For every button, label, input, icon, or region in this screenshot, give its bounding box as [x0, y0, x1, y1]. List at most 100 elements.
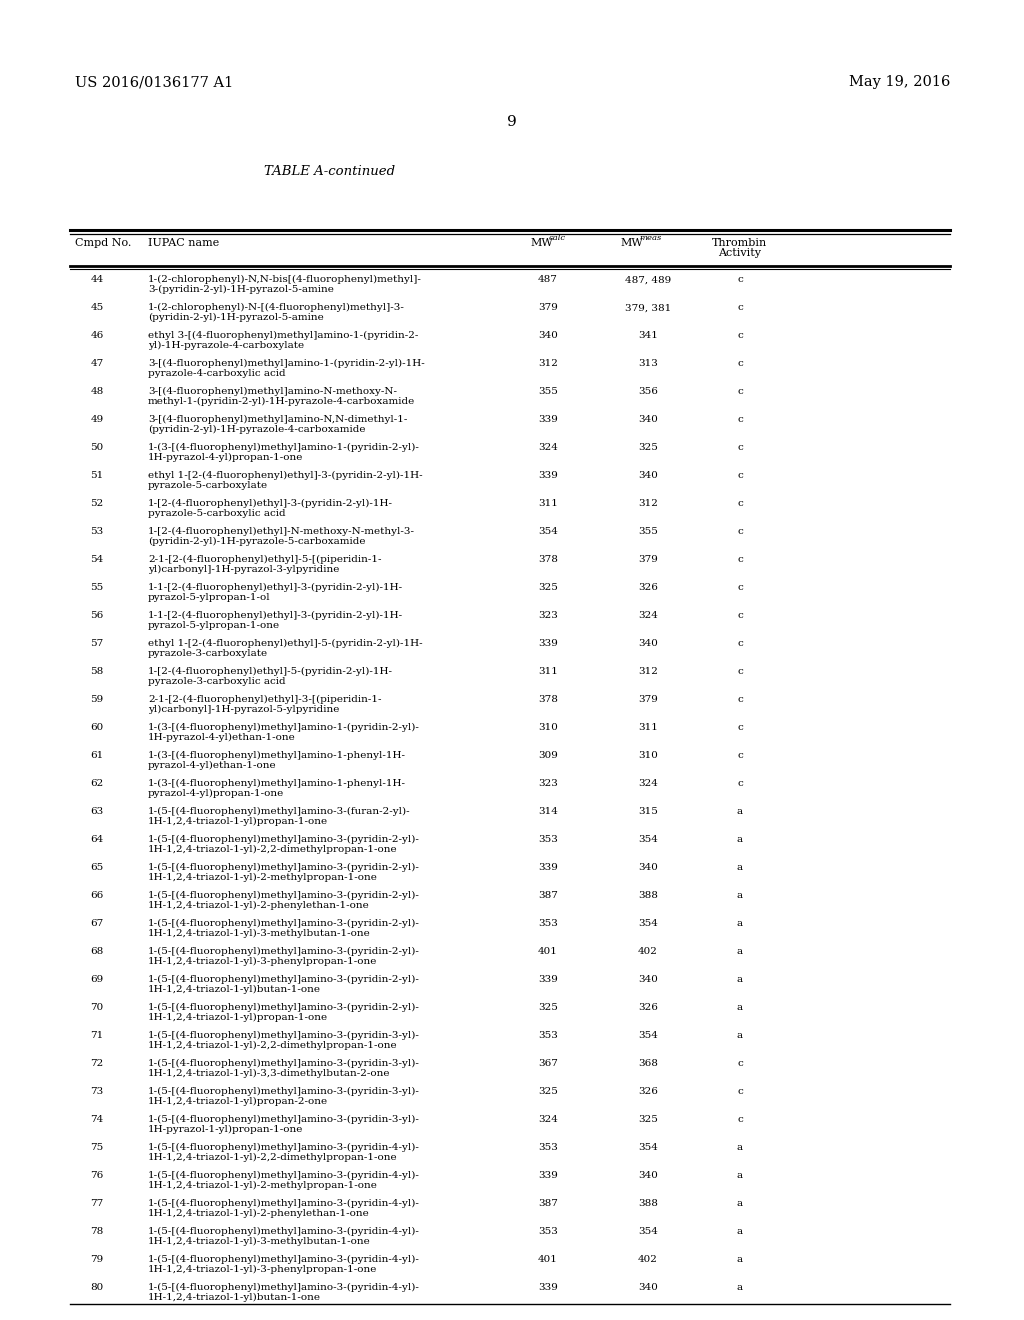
Text: 354: 354: [538, 527, 558, 536]
Text: 340: 340: [538, 331, 558, 341]
Text: 1H-1,2,4-triazol-1-yl)-2-phenylethan-1-one: 1H-1,2,4-triazol-1-yl)-2-phenylethan-1-o…: [148, 902, 370, 909]
Text: 1-(5-[(4-fluorophenyl)methyl]amino-3-(pyridin-4-yl)-: 1-(5-[(4-fluorophenyl)methyl]amino-3-(py…: [148, 1226, 420, 1236]
Text: 1-(5-[(4-fluorophenyl)methyl]amino-3-(pyridin-2-yl)-: 1-(5-[(4-fluorophenyl)methyl]amino-3-(py…: [148, 946, 420, 956]
Text: 45: 45: [90, 304, 103, 313]
Text: 387: 387: [538, 1200, 558, 1208]
Text: c: c: [737, 611, 742, 620]
Text: 1-[2-(4-fluorophenyl)ethyl]-5-(pyridin-2-yl)-1H-: 1-[2-(4-fluorophenyl)ethyl]-5-(pyridin-2…: [148, 667, 393, 676]
Text: 1H-1,2,4-triazol-1-yl)-3,3-dimethylbutan-2-one: 1H-1,2,4-triazol-1-yl)-3,3-dimethylbutan…: [148, 1069, 390, 1078]
Text: pyrazole-3-carboxylate: pyrazole-3-carboxylate: [148, 649, 268, 657]
Text: 353: 353: [538, 836, 558, 845]
Text: 323: 323: [538, 779, 558, 788]
Text: methyl-1-(pyridin-2-yl)-1H-pyrazole-4-carboxamide: methyl-1-(pyridin-2-yl)-1H-pyrazole-4-ca…: [148, 397, 416, 407]
Text: 44: 44: [90, 276, 103, 284]
Text: 46: 46: [90, 331, 103, 341]
Text: 1-(5-[(4-fluorophenyl)methyl]amino-3-(pyridin-3-yl)-: 1-(5-[(4-fluorophenyl)methyl]amino-3-(py…: [148, 1031, 420, 1040]
Text: 1-1-[2-(4-fluorophenyl)ethyl]-3-(pyridin-2-yl)-1H-: 1-1-[2-(4-fluorophenyl)ethyl]-3-(pyridin…: [148, 582, 403, 591]
Text: c: c: [737, 1088, 742, 1096]
Text: 311: 311: [538, 667, 558, 676]
Text: 47: 47: [90, 359, 103, 368]
Text: 80: 80: [90, 1283, 103, 1292]
Text: a: a: [737, 1228, 743, 1237]
Text: 379: 379: [538, 304, 558, 313]
Text: 1H-1,2,4-triazol-1-yl)-2,2-dimethylpropan-1-one: 1H-1,2,4-triazol-1-yl)-2,2-dimethylpropa…: [148, 1152, 397, 1162]
Text: 354: 354: [638, 1143, 658, 1152]
Text: 1H-1,2,4-triazol-1-yl)-3-phenylpropan-1-one: 1H-1,2,4-triazol-1-yl)-3-phenylpropan-1-…: [148, 957, 378, 966]
Text: 339: 339: [538, 863, 558, 873]
Text: 314: 314: [538, 808, 558, 816]
Text: a: a: [737, 891, 743, 900]
Text: 1H-1,2,4-triazol-1-yl)propan-1-one: 1H-1,2,4-triazol-1-yl)propan-1-one: [148, 817, 328, 826]
Text: a: a: [737, 1283, 743, 1292]
Text: 401: 401: [538, 948, 558, 956]
Text: 1-(5-[(4-fluorophenyl)methyl]amino-3-(pyridin-4-yl)-: 1-(5-[(4-fluorophenyl)methyl]amino-3-(py…: [148, 1254, 420, 1263]
Text: c: c: [737, 387, 742, 396]
Text: a: a: [737, 836, 743, 845]
Text: 50: 50: [90, 444, 103, 453]
Text: 9: 9: [507, 115, 517, 129]
Text: 75: 75: [90, 1143, 103, 1152]
Text: 378: 378: [538, 696, 558, 705]
Text: 3-(pyridin-2-yl)-1H-pyrazol-5-amine: 3-(pyridin-2-yl)-1H-pyrazol-5-amine: [148, 285, 334, 294]
Text: 1-[2-(4-fluorophenyl)ethyl]-3-(pyridin-2-yl)-1H-: 1-[2-(4-fluorophenyl)ethyl]-3-(pyridin-2…: [148, 499, 393, 508]
Text: 61: 61: [90, 751, 103, 760]
Text: 340: 340: [638, 471, 658, 480]
Text: 339: 339: [538, 639, 558, 648]
Text: 1-(3-[(4-fluorophenyl)methyl]amino-1-phenyl-1H-: 1-(3-[(4-fluorophenyl)methyl]amino-1-phe…: [148, 751, 406, 759]
Text: 71: 71: [90, 1031, 103, 1040]
Text: calc: calc: [549, 234, 566, 242]
Text: 353: 353: [538, 1031, 558, 1040]
Text: ethyl 1-[2-(4-fluorophenyl)ethyl]-3-(pyridin-2-yl)-1H-: ethyl 1-[2-(4-fluorophenyl)ethyl]-3-(pyr…: [148, 470, 423, 479]
Text: pyrazol-5-ylpropan-1-ol: pyrazol-5-ylpropan-1-ol: [148, 593, 270, 602]
Text: 326: 326: [638, 1088, 658, 1096]
Text: 62: 62: [90, 779, 103, 788]
Text: 340: 340: [638, 863, 658, 873]
Text: 56: 56: [90, 611, 103, 620]
Text: 76: 76: [90, 1171, 103, 1180]
Text: a: a: [737, 1031, 743, 1040]
Text: 339: 339: [538, 416, 558, 424]
Text: c: c: [737, 751, 742, 760]
Text: 340: 340: [638, 1171, 658, 1180]
Text: meas: meas: [639, 234, 662, 242]
Text: (pyridin-2-yl)-1H-pyrazol-5-amine: (pyridin-2-yl)-1H-pyrazol-5-amine: [148, 313, 324, 322]
Text: 1-(5-[(4-fluorophenyl)methyl]amino-3-(pyridin-2-yl)-: 1-(5-[(4-fluorophenyl)methyl]amino-3-(py…: [148, 891, 420, 900]
Text: 325: 325: [638, 1115, 658, 1125]
Text: 1H-pyrazol-4-yl)ethan-1-one: 1H-pyrazol-4-yl)ethan-1-one: [148, 733, 296, 742]
Text: 354: 354: [638, 836, 658, 845]
Text: 1H-1,2,4-triazol-1-yl)-2-methylpropan-1-one: 1H-1,2,4-triazol-1-yl)-2-methylpropan-1-…: [148, 873, 378, 882]
Text: 487, 489: 487, 489: [625, 276, 671, 284]
Text: 325: 325: [538, 1088, 558, 1096]
Text: a: a: [737, 863, 743, 873]
Text: a: a: [737, 975, 743, 985]
Text: 340: 340: [638, 416, 658, 424]
Text: 324: 324: [538, 1115, 558, 1125]
Text: 1-(5-[(4-fluorophenyl)methyl]amino-3-(pyridin-2-yl)-: 1-(5-[(4-fluorophenyl)methyl]amino-3-(py…: [148, 834, 420, 843]
Text: 323: 323: [538, 611, 558, 620]
Text: 324: 324: [538, 444, 558, 453]
Text: 325: 325: [638, 444, 658, 453]
Text: 2-1-[2-(4-fluorophenyl)ethyl]-3-[(piperidin-1-: 2-1-[2-(4-fluorophenyl)ethyl]-3-[(piperi…: [148, 694, 382, 704]
Text: 310: 310: [538, 723, 558, 733]
Text: c: c: [737, 583, 742, 593]
Text: 1-(5-[(4-fluorophenyl)methyl]amino-3-(pyridin-4-yl)-: 1-(5-[(4-fluorophenyl)methyl]amino-3-(py…: [148, 1171, 420, 1180]
Text: 339: 339: [538, 975, 558, 985]
Text: US 2016/0136177 A1: US 2016/0136177 A1: [75, 75, 233, 88]
Text: a: a: [737, 808, 743, 816]
Text: 326: 326: [638, 1003, 658, 1012]
Text: 65: 65: [90, 863, 103, 873]
Text: c: c: [737, 499, 742, 508]
Text: 1-(5-[(4-fluorophenyl)methyl]amino-3-(pyridin-4-yl)-: 1-(5-[(4-fluorophenyl)methyl]amino-3-(py…: [148, 1283, 420, 1292]
Text: yl)carbonyl]-1H-pyrazol-3-ylpyridine: yl)carbonyl]-1H-pyrazol-3-ylpyridine: [148, 565, 339, 574]
Text: 1-(3-[(4-fluorophenyl)methyl]amino-1-(pyridin-2-yl)-: 1-(3-[(4-fluorophenyl)methyl]amino-1-(py…: [148, 442, 420, 451]
Text: TABLE A-continued: TABLE A-continued: [264, 165, 395, 178]
Text: 1H-1,2,4-triazol-1-yl)-3-phenylpropan-1-one: 1H-1,2,4-triazol-1-yl)-3-phenylpropan-1-…: [148, 1265, 378, 1274]
Text: 312: 312: [638, 667, 658, 676]
Text: 310: 310: [638, 751, 658, 760]
Text: 353: 353: [538, 1228, 558, 1237]
Text: Thrombin: Thrombin: [713, 238, 768, 248]
Text: 73: 73: [90, 1088, 103, 1096]
Text: 60: 60: [90, 723, 103, 733]
Text: 66: 66: [90, 891, 103, 900]
Text: c: c: [737, 639, 742, 648]
